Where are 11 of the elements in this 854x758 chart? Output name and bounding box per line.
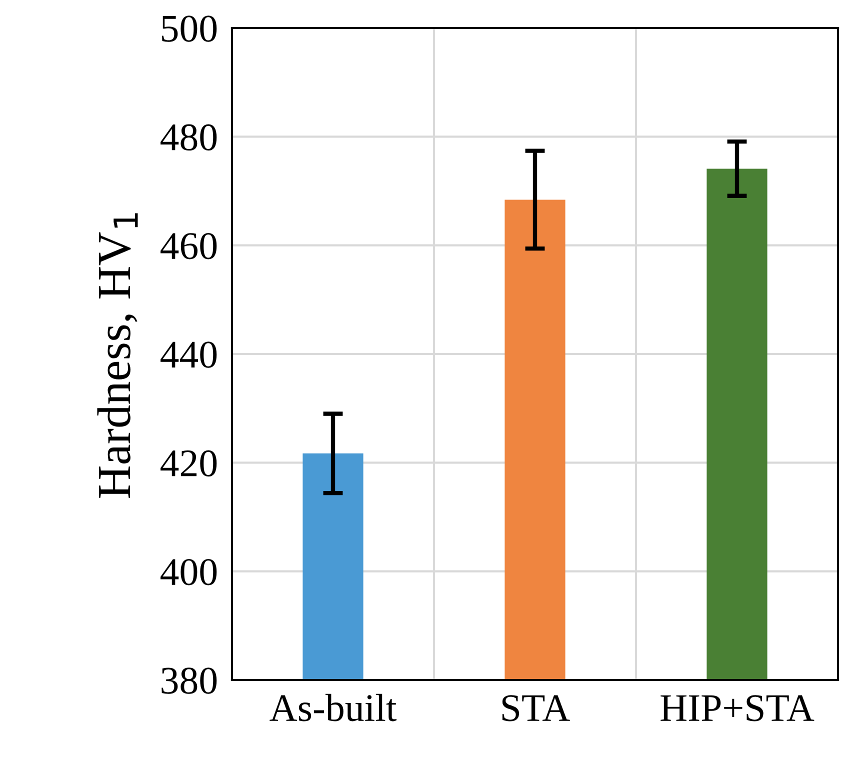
- y-axis-title: Hardness, HV$_{1}$: [97, 213, 138, 498]
- y-tick-label: 380: [162, 668, 217, 694]
- y-tick-label: 440: [160, 342, 217, 368]
- y-tick-label: 420: [160, 450, 217, 477]
- x-tick-label: HIP+STA: [660, 695, 814, 722]
- y-tick-label: 500: [162, 16, 217, 42]
- x-tick-label: As-built: [270, 694, 397, 722]
- y-tick-label: 400: [160, 558, 217, 586]
- y-tick-label: 460: [160, 232, 217, 260]
- x-tick-label: STA: [502, 695, 570, 722]
- y-tick-label: 480: [160, 124, 217, 151]
